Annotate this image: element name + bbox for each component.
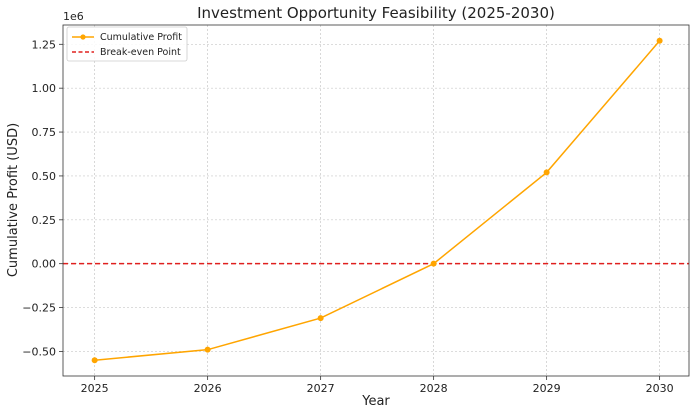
legend-box [66,26,188,62]
x-tick-label: 2025 [81,382,109,395]
x-tick-label: 2028 [420,382,448,395]
x-tick-label: 2029 [533,382,561,395]
legend-label-break-even: Break-even Point [100,47,181,58]
y-tick-label: 0.50 [32,170,57,183]
data-point [656,37,663,44]
data-point [91,357,98,364]
y-axis-ticks: −0.50 −0.25 0.00 0.25 0.50 0.75 1.00 1.25 [22,38,63,358]
y-multiplier-label: 1e6 [63,10,84,23]
series-layer [91,37,663,364]
data-point [317,315,324,322]
data-point [204,346,211,353]
legend: Cumulative Profit Break-even Point [66,26,188,62]
x-axis-ticks: 2025 2026 2027 2028 2029 2030 [81,376,674,395]
data-point [543,169,550,176]
series-line-cumulative-profit [94,40,661,361]
y-tick-label: 0.75 [32,126,57,139]
y-axis-label: Cumulative Profit (USD) [6,123,21,277]
y-tick-label: 0.00 [32,258,57,271]
plot-frame [62,24,690,377]
x-tick-label: 2026 [194,382,222,395]
y-tick-label: 1.25 [32,38,57,51]
legend-marker-cumulative-profit [80,34,86,40]
legend-label-cumulative-profit: Cumulative Profit [100,32,182,43]
x-axis-label: Year [361,394,390,409]
x-tick-label: 2027 [307,382,335,395]
chart-title: Investment Opportunity Feasibility (2025… [197,4,555,22]
x-tick-label: 2030 [646,382,674,395]
data-point [430,260,437,267]
y-tick-label: −0.50 [22,345,56,358]
y-tick-label: 0.25 [32,214,57,227]
y-tick-label: −0.25 [22,302,56,315]
y-tick-label: 1.00 [32,82,57,95]
